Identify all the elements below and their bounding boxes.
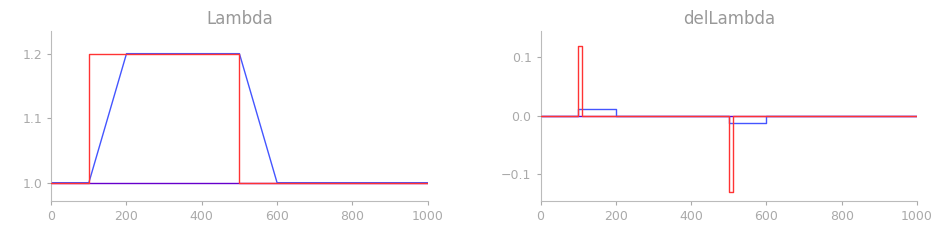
Title: delLambda: delLambda	[682, 10, 775, 28]
Title: Lambda: Lambda	[206, 10, 273, 28]
